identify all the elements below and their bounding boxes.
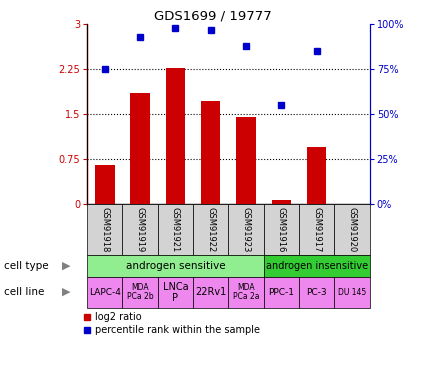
Text: androgen insensitive: androgen insensitive [266, 261, 368, 271]
Bar [229, 204, 264, 255]
Text: PPC-1: PPC-1 [269, 288, 295, 297]
Bar [229, 277, 264, 308]
Bar [334, 277, 370, 308]
Text: GSM91916: GSM91916 [277, 207, 286, 252]
Text: GDS1699 / 19777: GDS1699 / 19777 [153, 9, 272, 22]
Bar [166, 68, 185, 204]
Bar [193, 277, 229, 308]
Text: GSM91917: GSM91917 [312, 207, 321, 252]
Text: LAPC-4: LAPC-4 [89, 288, 121, 297]
Text: androgen sensitive: androgen sensitive [126, 261, 225, 271]
Text: 22Rv1: 22Rv1 [195, 287, 227, 297]
Text: MDA
PCa 2a: MDA PCa 2a [233, 283, 259, 302]
Text: cell line: cell line [4, 287, 45, 297]
Text: GSM91919: GSM91919 [136, 207, 144, 252]
Bar [236, 117, 256, 204]
Bar [299, 277, 334, 308]
Text: DU 145: DU 145 [338, 288, 366, 297]
Text: MDA
PCa 2b: MDA PCa 2b [127, 283, 153, 302]
Bar [264, 277, 299, 308]
Bar [87, 255, 264, 277]
Bar [307, 147, 326, 204]
Text: cell type: cell type [4, 261, 49, 271]
Bar [299, 204, 334, 255]
Bar [264, 255, 370, 277]
Legend: log2 ratio, percentile rank within the sample: log2 ratio, percentile rank within the s… [83, 312, 260, 335]
Text: LNCa
P: LNCa P [163, 282, 188, 303]
Bar [201, 101, 221, 204]
Bar [334, 204, 370, 255]
Bar [158, 277, 193, 308]
Text: ▶: ▶ [62, 287, 70, 297]
Text: GSM91922: GSM91922 [206, 207, 215, 252]
Bar [264, 204, 299, 255]
Bar [95, 165, 114, 204]
Text: GSM91923: GSM91923 [241, 207, 251, 252]
Text: ▶: ▶ [62, 261, 70, 271]
Text: PC-3: PC-3 [306, 288, 327, 297]
Bar [130, 93, 150, 204]
Text: GSM91920: GSM91920 [348, 207, 357, 252]
Text: GSM91918: GSM91918 [100, 207, 109, 252]
Bar [158, 204, 193, 255]
Bar [87, 204, 122, 255]
Bar [87, 277, 122, 308]
Bar [122, 277, 158, 308]
Bar [272, 200, 291, 204]
Bar [193, 204, 229, 255]
Bar [122, 204, 158, 255]
Text: GSM91921: GSM91921 [171, 207, 180, 252]
